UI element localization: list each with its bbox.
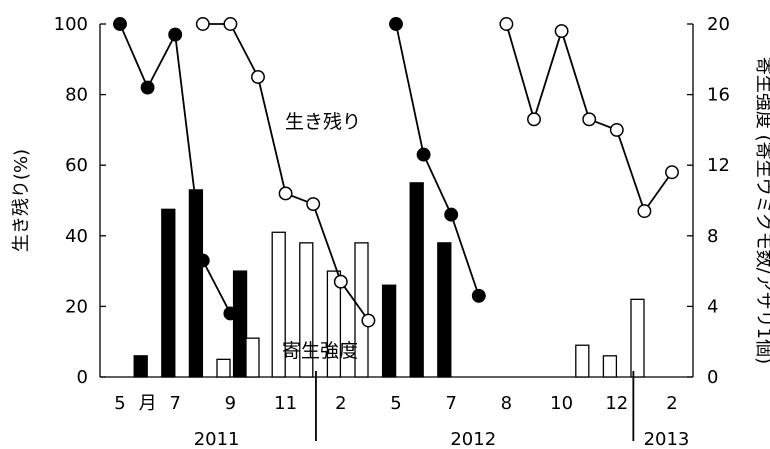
survival-point — [306, 197, 321, 211]
year-label: 2012 — [450, 429, 496, 449]
intensity-bar — [602, 355, 618, 378]
left-tick-label: 0 — [77, 367, 88, 388]
annotation-survival: 生き残り — [285, 111, 361, 133]
right-tick-label: 20 — [707, 14, 730, 35]
left-tick-label: 60 — [65, 155, 88, 176]
survival-point — [251, 70, 265, 84]
survival-point — [278, 186, 293, 201]
intensity-bar — [437, 242, 452, 378]
x-tick-label: 11 — [274, 393, 297, 414]
survival-point — [471, 288, 486, 303]
y-right-title: 寄生強度 (寄生ウミグモ数/アサリ1個) — [753, 57, 770, 364]
survival-point — [609, 122, 624, 137]
survival-line — [395, 23, 480, 297]
intensity-bar — [161, 208, 176, 378]
x-tick-label: 月 — [139, 393, 157, 414]
survival-point — [527, 112, 541, 127]
x-tick-label: 8 — [501, 393, 512, 414]
left-tick-label: 80 — [65, 85, 88, 106]
intensity-bar — [188, 189, 204, 378]
left-tick-label: 100 — [54, 14, 88, 35]
x-tick-label: 5 — [390, 393, 401, 414]
survival-point — [499, 17, 514, 31]
right-tick-label: 8 — [707, 226, 718, 247]
left-tick-label: 20 — [65, 296, 88, 317]
intensity-bar — [630, 298, 645, 378]
intensity-bar — [299, 242, 314, 378]
intensity-bar — [575, 344, 590, 378]
survival-point — [223, 306, 238, 321]
intensity-bar — [133, 355, 148, 378]
survival-point — [140, 80, 155, 95]
intensity-bars — [133, 182, 645, 378]
intensity-bar — [409, 182, 424, 378]
x-tick-label: 12 — [605, 393, 628, 414]
survival-point — [168, 27, 183, 42]
x-tick-label: 9 — [225, 393, 236, 414]
survival-point — [416, 147, 431, 162]
survival-point — [389, 17, 403, 31]
x-tick-label: 7 — [169, 393, 180, 414]
intensity-bar — [326, 270, 342, 378]
survival-point — [582, 112, 597, 127]
intensity-bar — [245, 337, 260, 378]
annotation-intensity: 寄生強度 — [282, 340, 358, 362]
x-tick-label: 2 — [335, 393, 346, 414]
right-tick-label: 16 — [707, 85, 730, 106]
survival-point — [333, 274, 348, 289]
survival-point — [637, 204, 652, 219]
year-label: 2013 — [644, 429, 690, 449]
survival-point — [444, 207, 459, 222]
year-label: 2011 — [194, 429, 240, 449]
intensity-bar — [216, 358, 231, 378]
survival-point — [554, 24, 569, 39]
survival-point — [195, 253, 210, 268]
intensity-bar — [232, 270, 248, 378]
survival-point — [665, 165, 679, 180]
x-tick-label: 2 — [666, 393, 677, 414]
y-left-title: 生き残り(%) — [11, 149, 32, 252]
survival-point — [223, 17, 238, 31]
left-tick-label: 40 — [65, 226, 88, 247]
x-tick-label: 5 — [114, 393, 125, 414]
x-tick-label: 7 — [445, 393, 456, 414]
right-tick-label: 0 — [707, 367, 718, 388]
survival-point — [361, 313, 376, 328]
right-tick-label: 12 — [707, 155, 730, 176]
x-tick-label: 10 — [550, 393, 573, 414]
survival-lines — [113, 17, 679, 328]
intensity-bar — [381, 284, 397, 378]
survival-point — [195, 17, 210, 31]
survival-point — [113, 17, 127, 31]
intensity-bar — [271, 231, 286, 378]
right-tick-label: 4 — [707, 296, 718, 317]
